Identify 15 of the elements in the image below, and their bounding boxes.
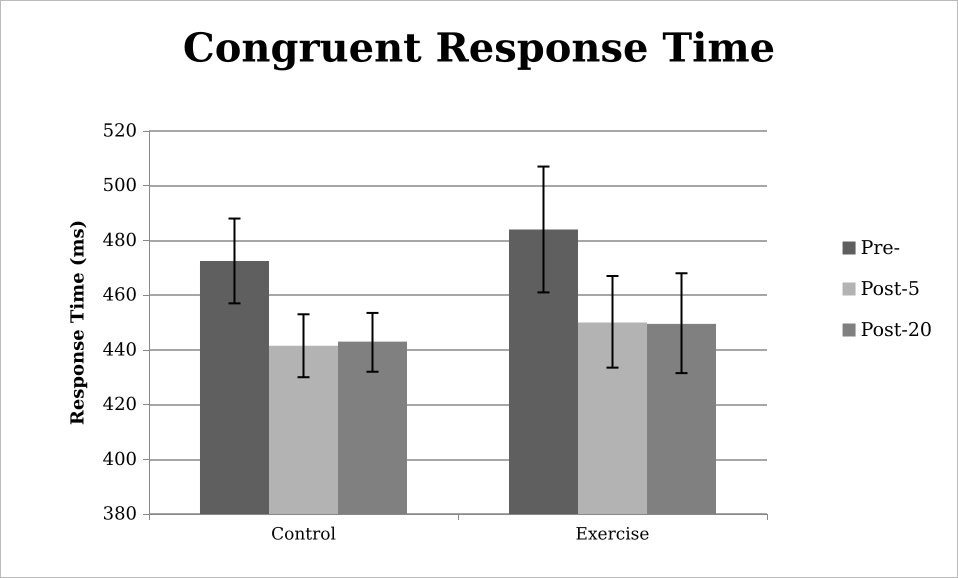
x-tick-label: Control	[271, 524, 336, 544]
y-tick-label: 400	[102, 448, 137, 470]
legend-label: Pre-	[860, 237, 900, 259]
y-tick-label: 380	[102, 504, 137, 524]
x-tick-label: Exercise	[576, 524, 650, 544]
y-tick-label: 420	[102, 394, 137, 416]
y-axis-title: Response Time (ms)	[68, 220, 88, 426]
y-tick-label: 500	[102, 175, 137, 196]
y-tick-label: 440	[102, 339, 137, 360]
y-tick-label: 480	[102, 230, 137, 251]
y-tick-label: 460	[102, 284, 137, 306]
chart-title: Congruent Response Time	[182, 24, 776, 72]
legend-label: Post-5	[860, 278, 920, 300]
y-tick-label: 520	[102, 120, 137, 142]
legend-label: Post-20	[860, 319, 932, 341]
